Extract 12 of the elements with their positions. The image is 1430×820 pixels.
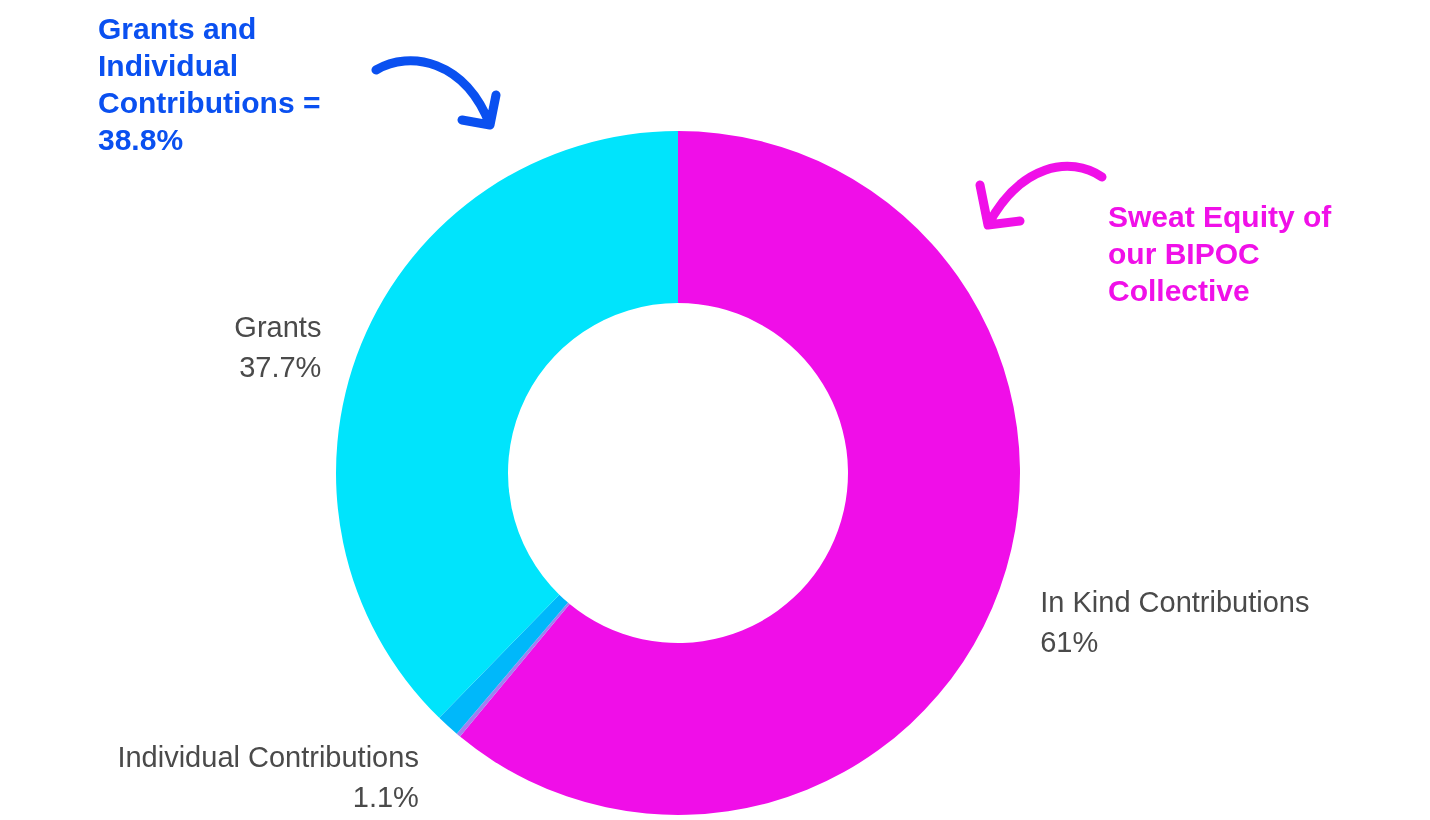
donut-slice: [336, 131, 678, 718]
data-label: 1.1%: [352, 780, 419, 813]
slice-label: Grants: [234, 310, 322, 343]
donut-slice: [456, 602, 570, 737]
donut-slice: [460, 131, 1020, 815]
slice-label: In Kind Contributions: [1040, 586, 1310, 619]
donut-slice: [439, 594, 568, 734]
data-label: 37.7%: [239, 350, 322, 383]
slice-label: Individual Contributions: [117, 740, 419, 773]
text: Sweat Equity of our BIPOC Collective: [1108, 199, 1333, 309]
data-label: 61%: [1040, 626, 1099, 659]
text: Grants and Individual Contributions = 38.8%: [98, 11, 322, 158]
